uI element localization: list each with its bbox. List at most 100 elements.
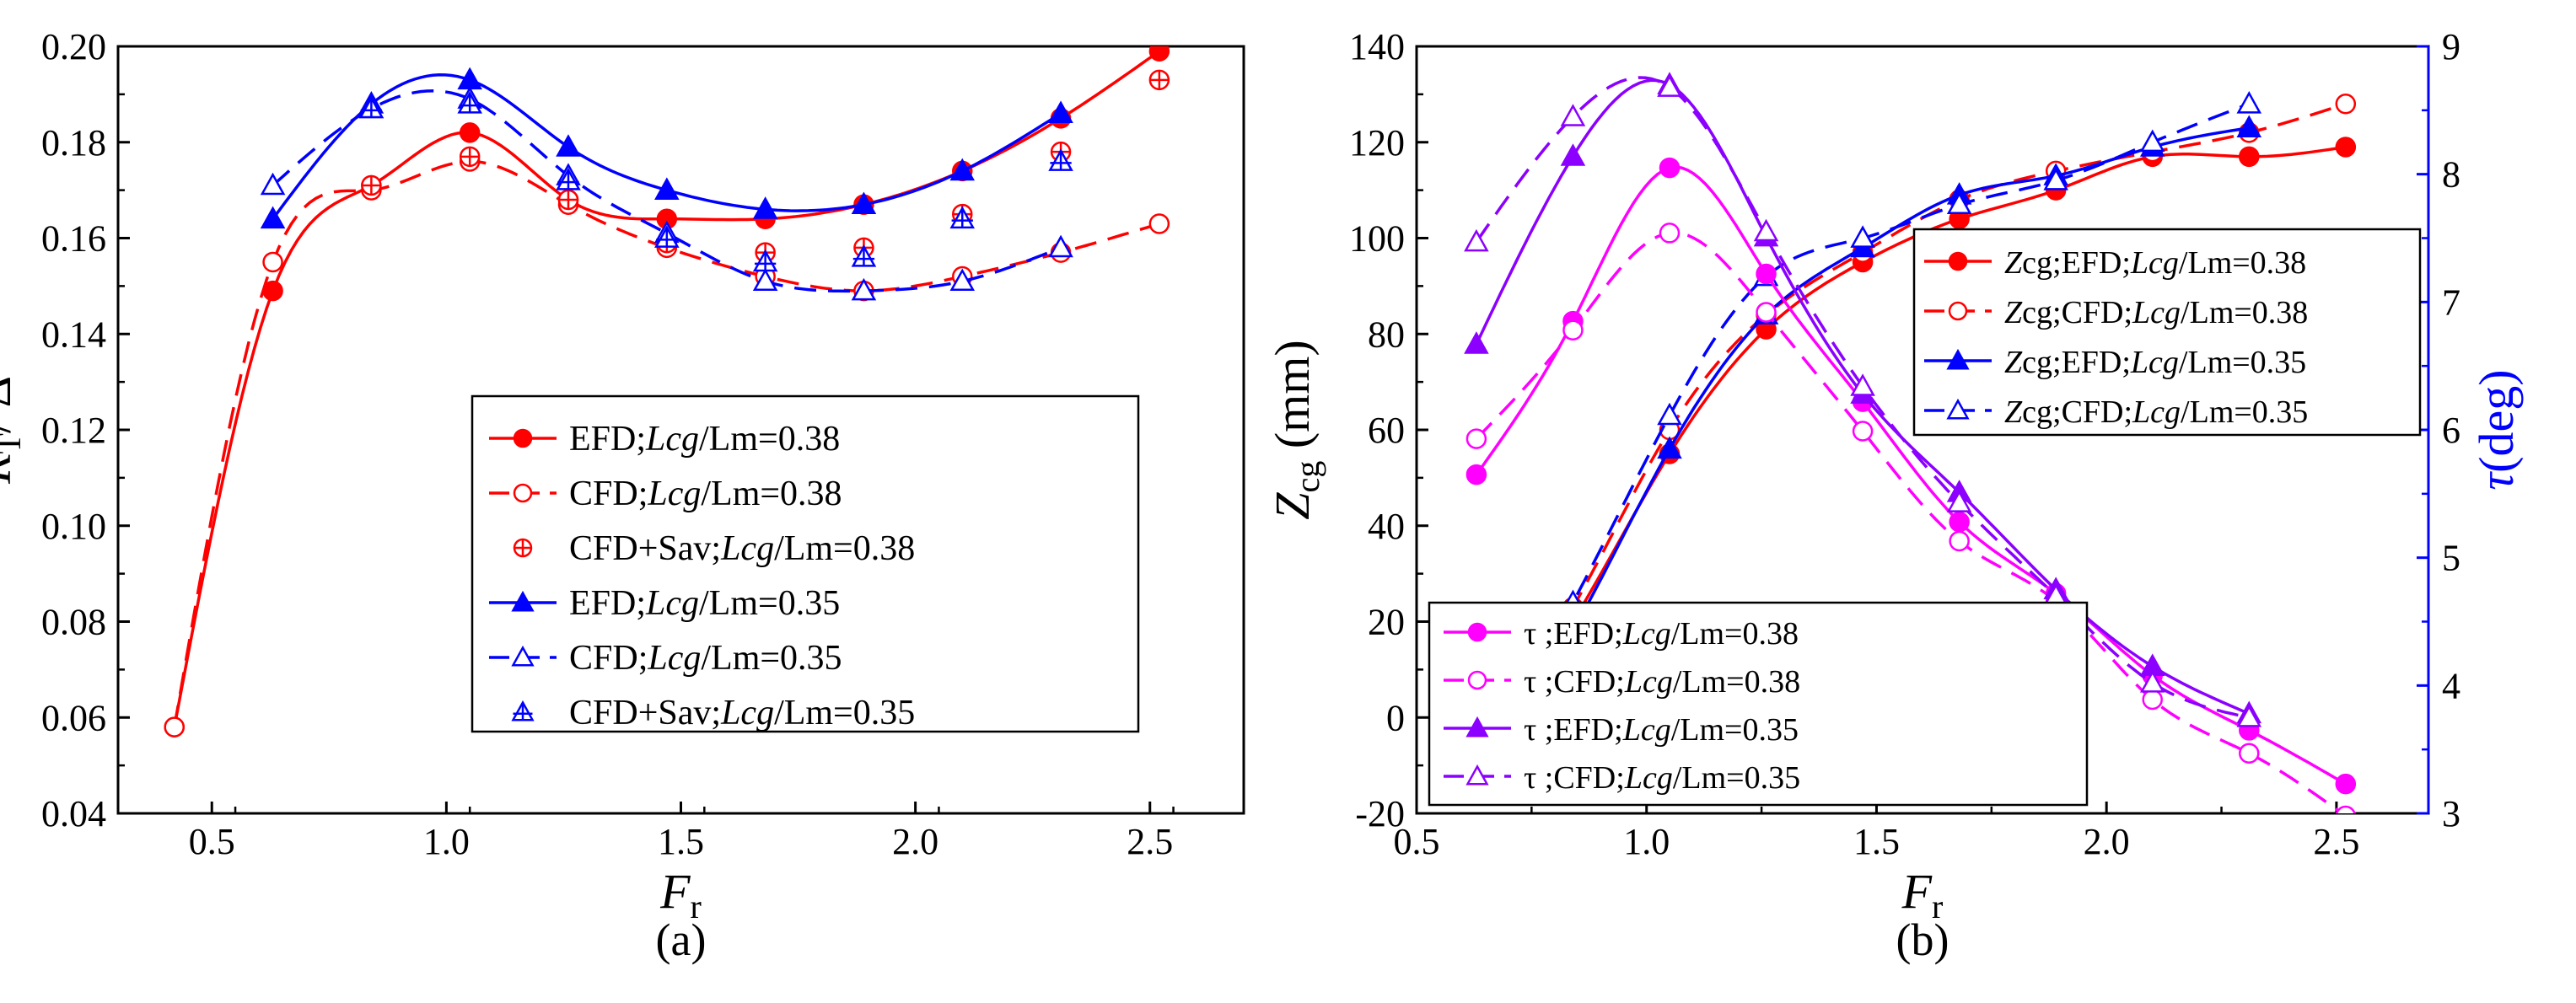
x-axis-label: Fr [1901, 864, 1944, 925]
x-axis-label: Fr [659, 864, 702, 925]
y-tick-label: -20 [1355, 793, 1405, 834]
legend-b-z-item-3-marker [1946, 398, 1970, 420]
y-tick-label: 0.10 [41, 506, 106, 547]
x-tick-label: 0.5 [1394, 821, 1440, 862]
data-point [1465, 464, 1487, 485]
data-point [752, 268, 778, 292]
data-point [1657, 436, 1682, 459]
legend-b-tau-item-0-label: τ ;EFD;Lcg/Lm=0.38 [1524, 616, 1799, 652]
series-5 [1465, 223, 2356, 813]
y-tick-label: 0.20 [41, 26, 106, 67]
series-3 [260, 67, 1073, 229]
data-point [851, 191, 877, 215]
y2-tick-label: 8 [2442, 154, 2460, 196]
data-point [1148, 69, 1170, 91]
panel-label: (b) [1896, 914, 1949, 965]
marker-shape [2236, 705, 2262, 727]
data-point [2335, 805, 2356, 813]
legend-a-item-5-marker [511, 700, 535, 721]
x-tick-label: 2.5 [1127, 821, 1173, 862]
legend-a-item-4-marker [511, 645, 535, 667]
data-point [164, 716, 185, 738]
data-point [2236, 91, 2262, 114]
y-tick-label: 0.18 [41, 122, 106, 164]
legend-a-item-3-marker [511, 590, 535, 612]
legend-a-item-1-label: CFD;Lcg/Lm=0.38 [569, 475, 842, 513]
y-tick-label: 20 [1368, 602, 1405, 643]
y-tick-label: 0.14 [41, 314, 106, 355]
y-tick-label: 0.12 [41, 410, 106, 451]
data-point [262, 251, 283, 273]
data-point [459, 122, 481, 143]
x-tick-label: 0.5 [189, 821, 235, 862]
marker-shape [1946, 490, 1972, 512]
data-point [654, 225, 680, 248]
marker-shape [1659, 157, 1681, 179]
data-point [1756, 263, 1777, 285]
x-tick-label: 2.0 [2084, 821, 2130, 862]
marker-shape [1946, 348, 1970, 370]
panel-a: 0.5 1.0 1.5 2.0 2.5 0.04 0.06 0.08 0.10 0.12 0.14 0… [0, 26, 1245, 965]
legend-a-item-0-label: EFD;Lcg/Lm=0.38 [569, 420, 840, 459]
legend-a-item-5-label: CFD+Sav;Lcg/Lm=0.35 [569, 694, 915, 732]
legend-b-z-item-0-marker [1948, 251, 1968, 271]
data-point [2335, 773, 2357, 795]
legend-a-item-2-label: CFD+Sav;Lcg/Lm=0.38 [569, 529, 915, 568]
data-point [260, 172, 286, 196]
marker-shape [1048, 100, 1073, 123]
data-point [2236, 705, 2262, 727]
marker-shape [1850, 225, 1875, 248]
data-point [2236, 115, 2262, 138]
marker-shape [513, 428, 533, 448]
marker-shape [949, 268, 976, 292]
y-axis-label: RT/ Δ [0, 376, 28, 485]
y-tick-label: 100 [1349, 218, 1405, 260]
data-point [752, 196, 778, 219]
marker-shape [511, 590, 535, 612]
legend-b-z-item-2-marker [1946, 348, 1970, 370]
marker-shape [2142, 689, 2163, 711]
marker-shape [1048, 234, 1073, 258]
data-point [557, 189, 579, 211]
y2-tick-label: 7 [2442, 282, 2460, 323]
marker-shape [2335, 94, 2357, 115]
data-point [752, 249, 778, 272]
legend-b-tau-item-2-label: τ ;EFD;Lcg/Lm=0.35 [1524, 712, 1799, 748]
data-point [1949, 511, 1970, 533]
legend-a-item-1-marker [513, 483, 533, 503]
series-line [1475, 102, 2347, 753]
y2-tick-label: 9 [2442, 26, 2460, 67]
legend-box [471, 394, 1140, 733]
data-point [851, 277, 877, 301]
marker-shape [1464, 228, 1489, 252]
marker-shape [1465, 764, 1489, 786]
y-tick-label: 120 [1349, 122, 1405, 164]
marker-shape [262, 251, 283, 273]
legend-b-z: Zcg;EFD;Lcg/Lm=0.38 Zcg;CFD;Lcg/Lm=0.38 Zc… [1912, 228, 2422, 437]
marker-shape [1946, 398, 1970, 420]
data-point [1850, 225, 1875, 248]
marker-shape [1465, 464, 1487, 485]
marker-shape [1946, 191, 1972, 215]
data-point [1048, 234, 1073, 258]
marker-shape [511, 645, 535, 667]
marker-shape [2239, 146, 2260, 168]
legend-a-item-0-marker [513, 428, 533, 448]
marker-shape [1657, 74, 1682, 97]
marker-shape [1756, 302, 1777, 323]
marker-shape [260, 206, 286, 229]
marker-shape [1148, 46, 1170, 62]
marker-shape [2043, 168, 2068, 190]
x-tick-label: 1.0 [423, 821, 470, 862]
y-axis-label: Zcg (mm) [1265, 340, 1326, 519]
y-tick-label: 0.16 [41, 218, 106, 260]
legend-b-tau-item-3-label: τ ;CFD;Lcg/Lm=0.35 [1524, 760, 1800, 796]
marker-shape [1948, 251, 1968, 271]
marker-shape [1467, 622, 1487, 642]
y2-tick-label: 4 [2442, 665, 2460, 706]
marker-shape [1562, 319, 1584, 341]
legend-b-z-item-0-label: Zcg;EFD;Lcg/Lm=0.38 [2004, 245, 2306, 281]
data-point [361, 174, 382, 196]
marker-shape [1949, 530, 1970, 552]
